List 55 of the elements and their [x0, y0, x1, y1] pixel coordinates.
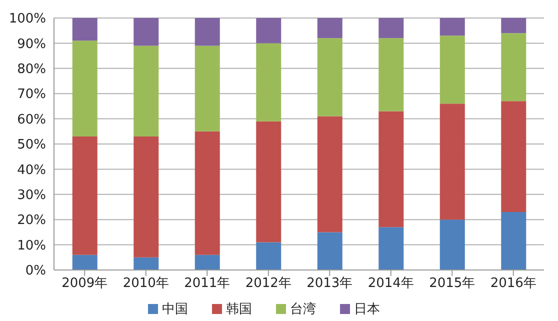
bar: [72, 254, 98, 270]
y-tick-label: 90%: [17, 36, 46, 52]
bar: [317, 18, 342, 38]
x-tick-label: 2014年: [368, 276, 414, 292]
y-tick-label: 50%: [17, 138, 46, 153]
x-tick-label: 2012年: [245, 276, 292, 292]
bar: [501, 212, 526, 270]
bar: [501, 101, 526, 212]
bar: [378, 18, 404, 38]
bar: [317, 232, 342, 270]
bar: [194, 254, 220, 270]
bar: [256, 43, 282, 122]
bar: [72, 136, 98, 255]
legend-label: 韩国: [226, 302, 252, 317]
bar: [256, 18, 282, 44]
x-tick-label: 2013年: [306, 276, 353, 292]
x-tick-label: 2011年: [184, 276, 230, 292]
y-tick-label: 60%: [17, 112, 46, 128]
x-tick-label: 2009年: [62, 276, 108, 292]
bar: [440, 18, 465, 36]
legend-label: 日本: [354, 302, 380, 317]
y-tick-label: 70%: [17, 87, 46, 102]
bar: [501, 18, 526, 34]
bar: [256, 242, 282, 270]
x-tick-label: 2015年: [429, 276, 476, 292]
bar: [256, 121, 282, 242]
bar: [194, 18, 220, 46]
bar: [440, 220, 465, 270]
bar: [194, 131, 220, 255]
bar: [72, 18, 98, 41]
bar: [134, 257, 159, 270]
y-tick-label: 100%: [8, 12, 46, 27]
bar: [440, 36, 465, 104]
bar: [378, 38, 404, 112]
y-tick-label: 80%: [17, 62, 46, 78]
bar: [72, 40, 98, 136]
bar: [134, 136, 159, 258]
x-tick-label: 2010年: [122, 276, 169, 292]
legend-label: 中国: [162, 302, 188, 317]
x-tick-label: 2016年: [490, 276, 536, 292]
y-tick-label: 30%: [17, 188, 46, 204]
y-tick-label: 10%: [17, 238, 46, 254]
y-tick-label: 40%: [17, 162, 46, 178]
bar: [134, 18, 159, 46]
y-tick-label: 20%: [17, 213, 46, 228]
legend-label: 台湾: [290, 302, 316, 317]
bar: [378, 227, 404, 270]
y-tick-label: 0%: [25, 264, 46, 279]
bar: [194, 46, 220, 132]
bar: [378, 111, 404, 228]
bar: [501, 33, 526, 102]
bar: [317, 38, 342, 116]
bar: [440, 104, 465, 220]
bar: [134, 46, 159, 136]
bar: [317, 116, 342, 232]
